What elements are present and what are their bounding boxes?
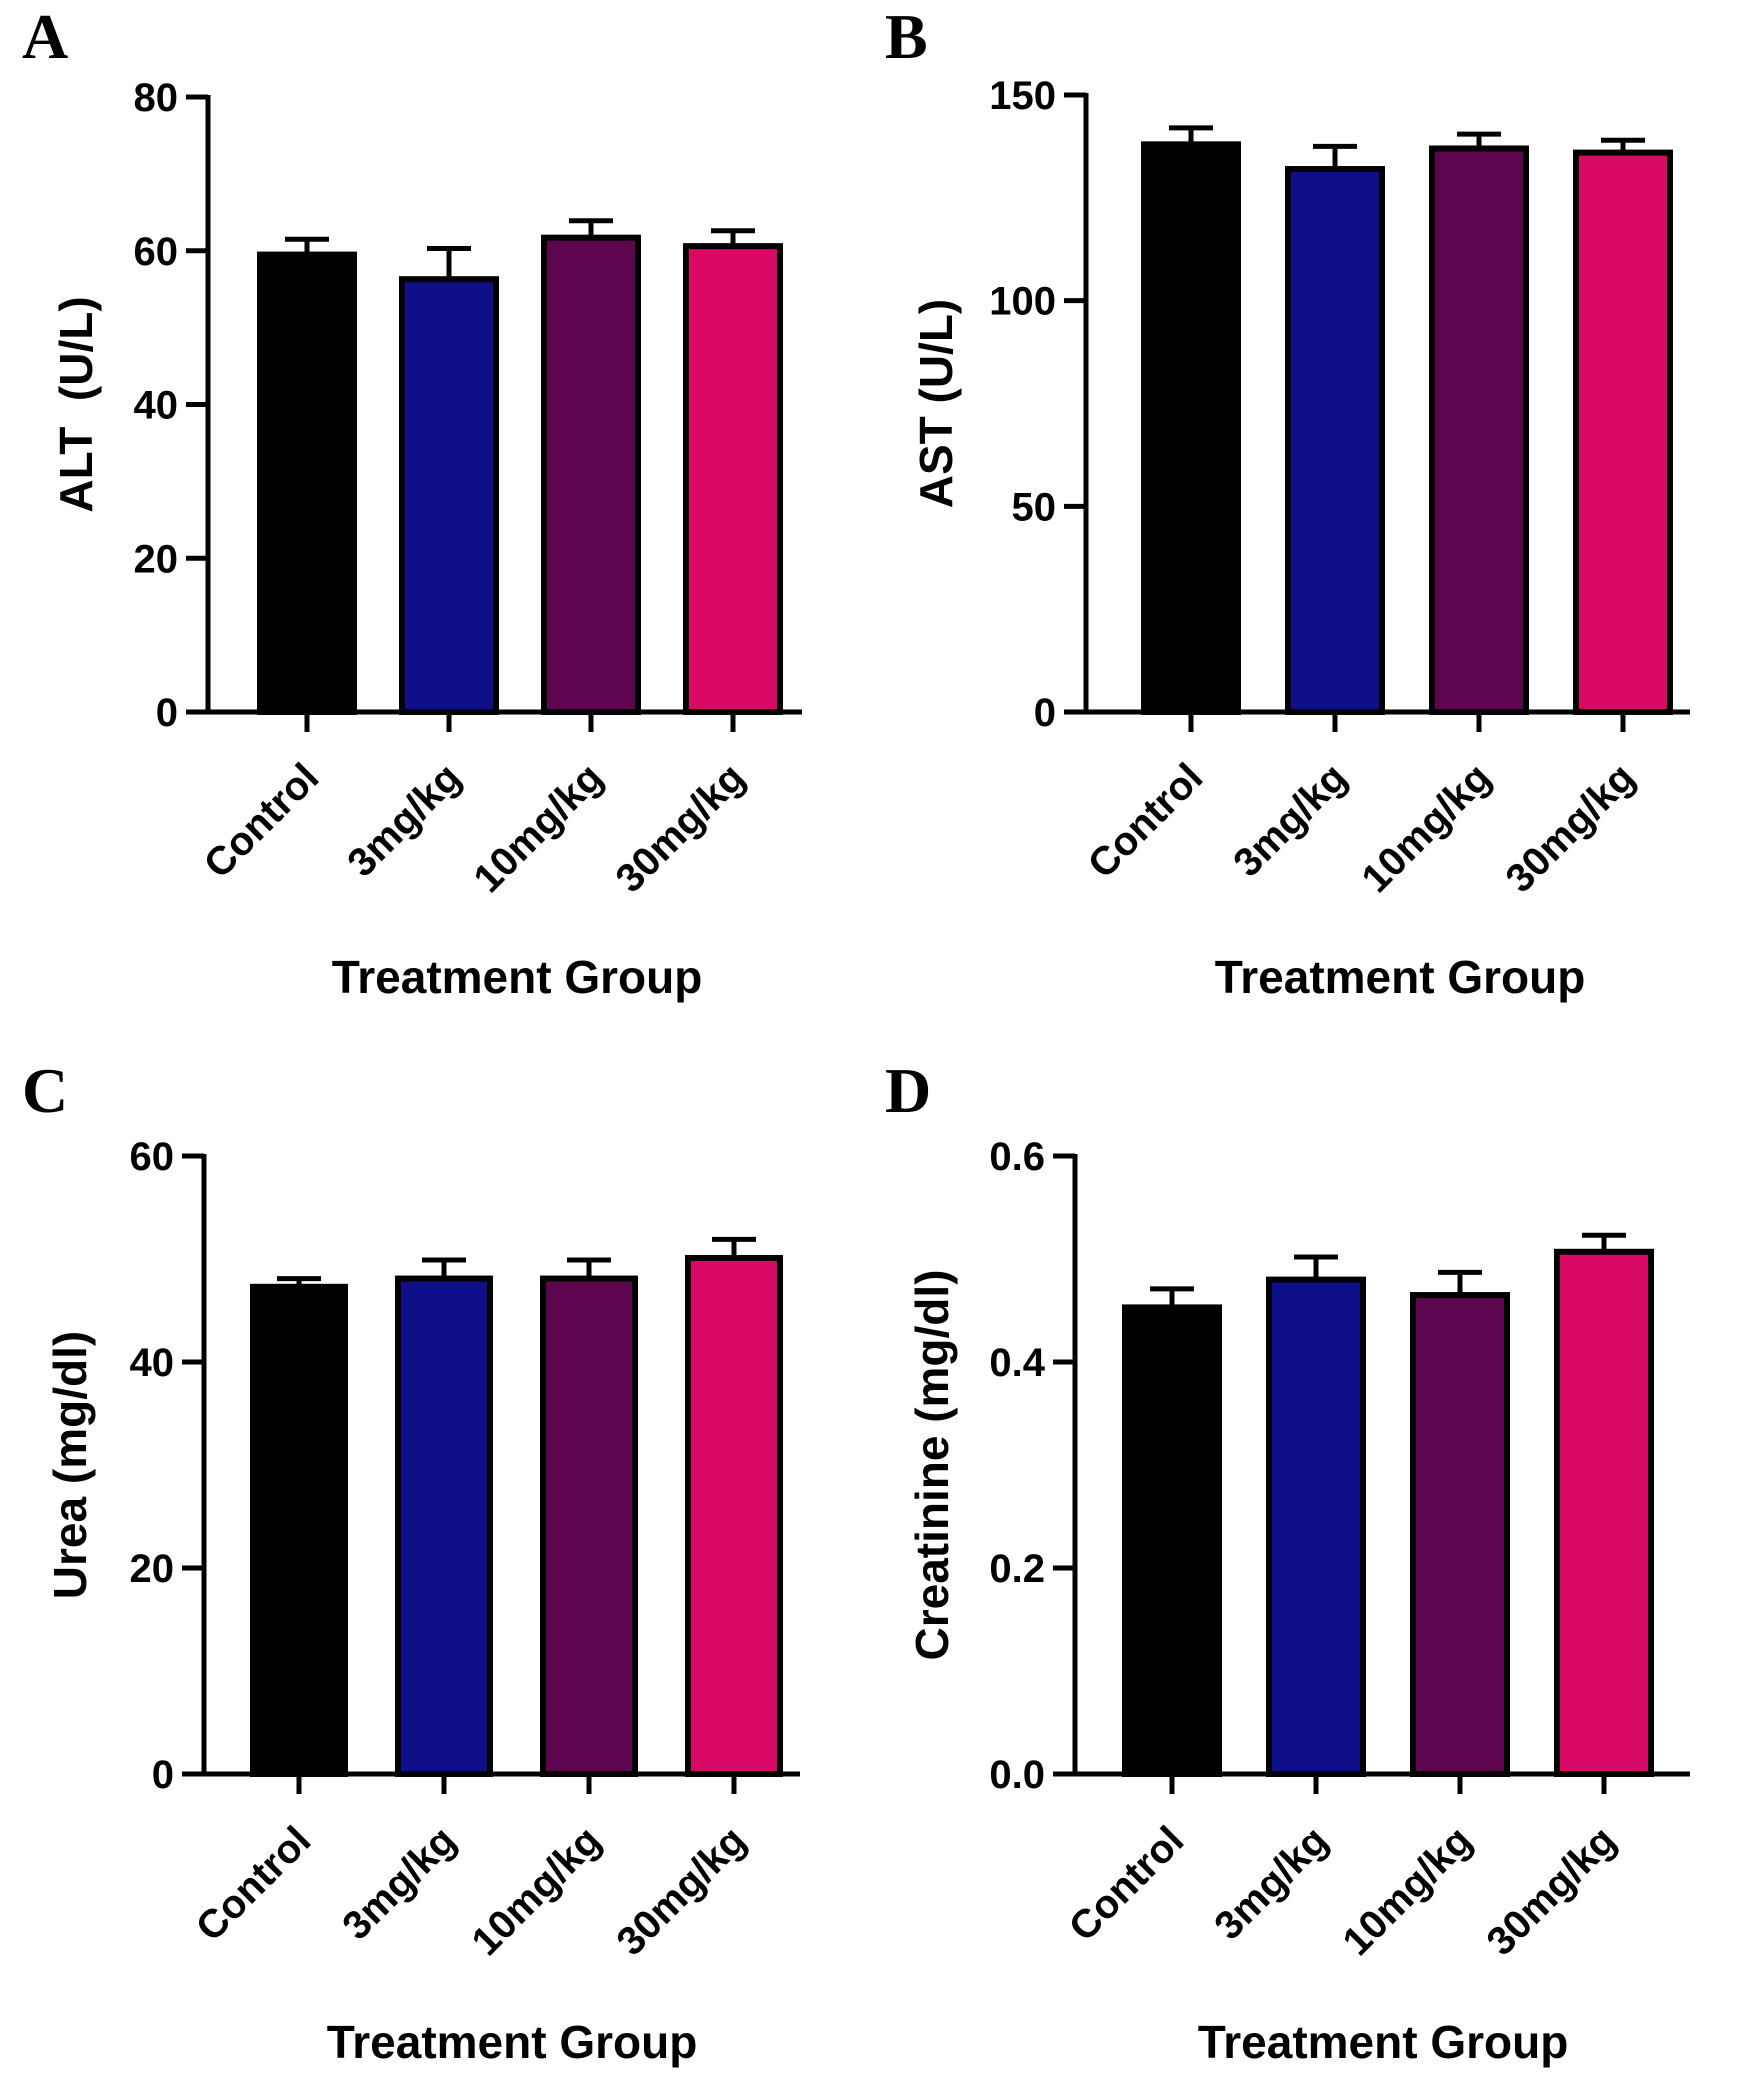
- bar-3mg-kg: [395, 1275, 493, 1777]
- y-tick-label: 0.4: [989, 1341, 1045, 1385]
- x-tick-label: 10mg/kg: [463, 1818, 609, 1964]
- x-tick-label: 3mg/kg: [1206, 1818, 1336, 1948]
- panel-letter: D: [885, 1055, 931, 1126]
- x-tick-label: 10mg/kg: [1353, 755, 1499, 901]
- panel-letter: C: [22, 1055, 68, 1126]
- panel-letter: A: [22, 1, 68, 72]
- x-tick-label: 10mg/kg: [1334, 1818, 1480, 1964]
- y-axis-title: Urea (mg/dl): [44, 1331, 96, 1599]
- y-axis-title: AST (U/L): [910, 299, 962, 509]
- bar-control: [1141, 141, 1241, 716]
- y-tick-label: 50: [1012, 485, 1057, 529]
- y-tick-label: 0: [156, 691, 178, 735]
- y-tick-label: 60: [130, 1135, 175, 1179]
- y-tick-label: 150: [989, 74, 1056, 118]
- x-axis-title: Treatment Group: [1215, 951, 1586, 1003]
- bar-30mg-kg: [1573, 149, 1673, 715]
- x-tick-label: 3mg/kg: [1225, 755, 1355, 885]
- x-tick-label: 3mg/kg: [339, 755, 469, 885]
- bar-3mg-kg: [1285, 166, 1385, 716]
- bar-30mg-kg: [685, 1254, 783, 1777]
- y-tick-label: 40: [134, 384, 179, 428]
- bar-3mg-kg: [399, 276, 499, 715]
- x-axis-title: Treatment Group: [332, 951, 703, 1003]
- bar-control: [1122, 1304, 1222, 1778]
- x-tick-label: Control: [1080, 755, 1212, 887]
- y-tick-label: 60: [134, 230, 179, 274]
- bar-control: [257, 251, 357, 715]
- bar-10mg-kg: [541, 234, 641, 715]
- x-tick-label: 30mg/kg: [1497, 755, 1643, 901]
- y-tick-label: 80: [134, 76, 179, 120]
- x-tick-label: 30mg/kg: [608, 1818, 754, 1964]
- panel-c: C 0 20 40 60 Control 3mg/kg 10mg/kg 30mg/kg Urea …: [22, 1055, 800, 2068]
- y-tick-label: 0.6: [989, 1135, 1045, 1179]
- y-tick-label: 20: [134, 537, 179, 581]
- y-axis-title: ALT (U/L): [50, 296, 102, 512]
- bar-control: [250, 1283, 348, 1778]
- panel-d: D 0.0 0.2 0.4 0.6 Control 3mg/kg10mg/kg30mg/kg…: [885, 1055, 1690, 2068]
- y-axis-title: Creatinine (mg/dl): [906, 1269, 958, 1660]
- x-tick-label: Control: [188, 1818, 320, 1950]
- x-tick-label: 3mg/kg: [334, 1818, 464, 1948]
- bar-30mg-kg: [1554, 1248, 1654, 1778]
- bar-10mg-kg: [540, 1275, 638, 1777]
- x-tick-label: 10mg/kg: [465, 755, 611, 901]
- bar-30mg-kg: [683, 243, 783, 715]
- y-tick-label: 0: [1034, 691, 1056, 735]
- bar-3mg-kg: [1266, 1276, 1366, 1777]
- y-tick-label: 0.2: [989, 1547, 1045, 1591]
- x-tick-label: Control: [196, 755, 328, 887]
- y-tick-label: 40: [130, 1341, 175, 1385]
- y-tick-label: 0: [152, 1753, 174, 1797]
- y-tick-label: 100: [989, 280, 1056, 324]
- x-axis-title: Treatment Group: [327, 2016, 698, 2068]
- x-tick-label: 30mg/kg: [1478, 1818, 1624, 1964]
- x-tick-label: 30mg/kg: [607, 755, 753, 901]
- x-tick-label: Control: [1061, 1818, 1193, 1950]
- y-tick-label: 20: [130, 1547, 175, 1591]
- bar-10mg-kg: [1429, 145, 1529, 715]
- panel-letter: B: [885, 1, 928, 72]
- y-tick-label: 0.0: [989, 1753, 1045, 1797]
- bar-10mg-kg: [1410, 1292, 1510, 1778]
- x-axis-title: Treatment Group: [1198, 2016, 1569, 2068]
